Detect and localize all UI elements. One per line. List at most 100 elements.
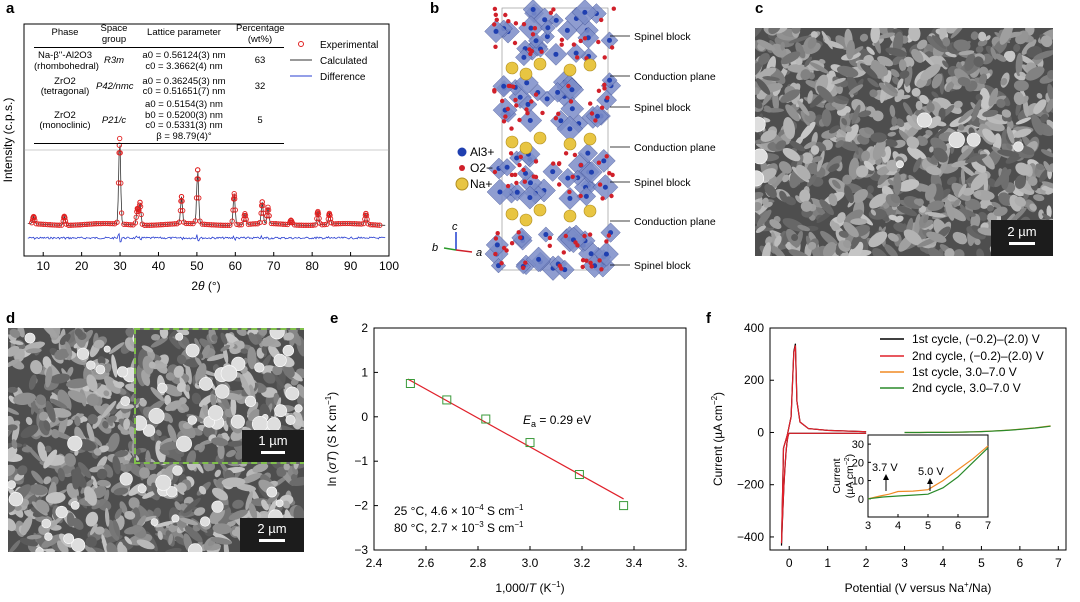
sem-particle [285,415,296,426]
sem-grain [877,166,890,176]
f-ytick-label: 400 [744,321,764,335]
sem-grain [957,124,965,131]
sem-grain [248,408,260,421]
block-label: Spinel block [634,260,691,272]
sem-grain [971,159,987,173]
sem-grain [296,384,304,399]
xrd-exp-point [312,222,318,228]
sem-grain [844,185,854,204]
sem-grain [37,441,48,463]
sem-grain [1047,83,1053,101]
legend-calculated: Calculated [320,56,367,67]
sem-grain [183,497,201,514]
sem-image-c: 2 µm [755,28,1053,256]
sem-particle [294,404,303,413]
sem-grain [107,415,117,423]
sem-grain [248,503,258,520]
sem-grain [859,33,869,42]
sem-grain [990,47,997,60]
inset-xtick-label: 6 [955,520,961,532]
sem-grain [248,332,259,345]
xrd-exp-point [128,222,134,228]
block-label: Spinel block [634,31,691,43]
sem-grain [214,469,221,478]
lattice-param: c0 = 0.51651(7) nm [142,86,226,97]
o-atom [582,36,588,41]
sem-grain [104,363,112,374]
sem-grain [906,114,923,130]
sem-grain [30,360,43,375]
sem-grain [810,156,823,163]
o-atom [492,89,497,94]
sem-grain [266,492,280,504]
sem-grain [181,336,190,347]
sem-grain [785,104,800,122]
sem-grain [819,199,834,216]
sem-grain [838,230,849,238]
sem-grain [1006,143,1013,150]
sem-particle [231,356,246,372]
o-atom [551,7,556,12]
sem-grain [225,449,237,458]
o-atom [596,160,602,165]
sem-grain [885,139,898,147]
sem-grain [775,140,787,150]
sem-particle [120,396,131,406]
sem-grain [210,537,232,545]
sem-particle [948,131,965,149]
sem-grain [13,392,36,405]
block-label: Conduction plane [634,216,716,228]
sem-particle [254,362,265,373]
conductivity-25C: 25 °C, 4.6 × 10−4 S cm−1 [394,503,524,518]
xrd-xtick-label: 60 [229,259,243,273]
sem-grain [8,359,20,368]
sem-grain [112,455,121,475]
legend-o-marker [459,165,465,171]
sem-grain [907,146,927,162]
al-atom [501,83,507,89]
sem-grain [146,473,158,487]
o-atom [494,17,499,22]
sem-particle [70,500,80,510]
sem-grain [888,214,898,221]
na-atom [505,61,519,75]
sem-particle [966,132,981,147]
sem-grain [807,37,817,49]
xrd-exp-point [195,176,201,182]
sem-particle [285,386,300,401]
o-atom [599,105,605,110]
sem-grain [987,178,997,188]
sem-grain [994,53,1007,62]
o-atom [493,251,498,257]
al-atom [533,38,539,44]
sem-grain [97,356,106,366]
o-atom [588,260,593,265]
scale-label-d: 2 µm [257,521,287,536]
sem-grain [49,398,68,409]
sem-particle [220,365,238,382]
sem-grain [926,102,935,113]
sem-grain [755,61,763,78]
sem-particle [175,332,184,341]
sem-grain [953,249,965,256]
na-atom [533,203,547,217]
o-atom [493,44,498,49]
sem-grain [142,355,154,375]
axis-a-arrow [455,249,473,253]
o-atom [599,267,604,272]
sem-grain [151,333,161,341]
sem-grain [74,416,81,427]
al-atom [555,89,561,95]
sem-particle [1013,141,1024,152]
sem-grain [179,517,199,526]
sem-grain [139,399,147,407]
legend-al: Al3+ [470,145,494,159]
sem-grain [847,241,864,256]
sem-grain [858,110,872,118]
sem-grain [845,125,852,133]
sem-grain [863,160,875,171]
panel-label-a: a [6,0,15,17]
sem-grain [1036,93,1043,99]
xrd-exp-point [132,220,139,226]
xrd-exp-point [231,193,238,199]
